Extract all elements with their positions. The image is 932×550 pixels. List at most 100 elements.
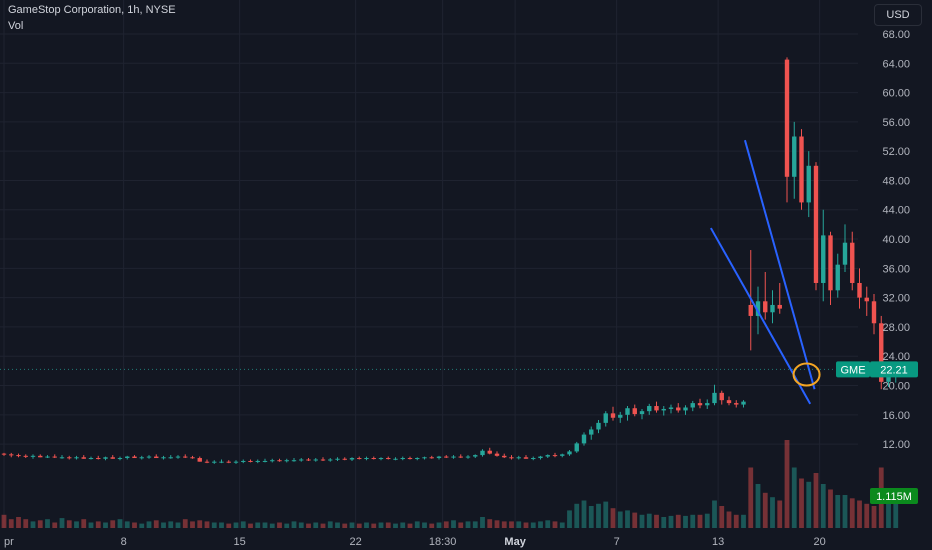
candle-body [770, 304, 775, 313]
volume-bar [458, 522, 464, 528]
candle-body [763, 301, 768, 313]
candle-body [596, 422, 601, 430]
volume-bar [320, 523, 326, 528]
volume-bar [610, 508, 616, 528]
volume-bar [574, 503, 580, 528]
candle-body [96, 458, 101, 460]
volume-bar [407, 523, 413, 528]
time-axis-label: 8 [121, 536, 127, 548]
volume-bar [748, 467, 754, 528]
trendline-lower[interactable] [710, 227, 812, 405]
candle-body [313, 459, 318, 461]
volume-bar [552, 521, 558, 528]
volume-bar [820, 484, 826, 528]
volume-bar [501, 521, 507, 528]
volume-bar [81, 519, 87, 528]
candle-body [67, 457, 72, 459]
volume-bar [770, 497, 775, 528]
candle-body [538, 456, 543, 459]
volume-bar [393, 523, 398, 528]
volume-bar [226, 523, 232, 528]
candle-body [74, 457, 79, 459]
candle-body [480, 450, 485, 456]
candle-body [487, 450, 492, 454]
time-axis-label: 13 [712, 536, 724, 548]
currency-button[interactable]: USD [874, 4, 922, 26]
candle-body [523, 457, 529, 459]
volume-bar [741, 514, 746, 528]
candle-body [9, 454, 14, 456]
candle-body [422, 457, 427, 459]
volume-bar [661, 517, 667, 528]
candle-body [103, 457, 108, 459]
volume-bar [175, 522, 181, 528]
volume-bar [523, 522, 529, 528]
volume-bar [414, 521, 420, 528]
price-axis-label: 56.00 [882, 117, 910, 129]
candle-body [458, 456, 463, 458]
candle-body [320, 459, 326, 461]
candle-body [741, 401, 746, 405]
candle-body [342, 458, 347, 460]
price-axis[interactable]: 12.00 16.00 20.00 24.00 28.00 32.00 36.00 40.00… [882, 29, 910, 451]
volume-bar [625, 510, 630, 528]
volume-bar [871, 506, 877, 528]
volume-bar [422, 522, 427, 528]
trendlines[interactable] [710, 139, 816, 405]
candle-body [429, 457, 434, 459]
candle-body [125, 456, 130, 459]
candle-body [632, 408, 637, 415]
volume-bar [443, 521, 449, 528]
volume-bar [487, 519, 493, 528]
price-axis-label: 68.00 [882, 29, 910, 41]
candle-body [683, 407, 688, 411]
volume-bar [886, 495, 891, 528]
price-axis-label: 28.00 [882, 322, 910, 334]
candle-body [661, 408, 666, 411]
candle-body [806, 165, 811, 203]
candle-body [255, 460, 260, 462]
volume-bar [646, 513, 652, 528]
volume-bar [733, 514, 739, 528]
volume-bar [306, 523, 311, 528]
volume-bar [1, 514, 7, 528]
volume-bar [777, 500, 783, 528]
candle-body [277, 460, 282, 462]
volume-bar [95, 521, 101, 528]
trendline-upper[interactable] [743, 139, 816, 390]
candle-body [792, 136, 797, 177]
volume-bar [385, 522, 391, 528]
candle-body [545, 455, 550, 457]
candle-body [531, 458, 536, 460]
candle-body [654, 406, 659, 411]
candle-body [821, 235, 826, 283]
volume-bar [465, 521, 471, 528]
volume-bar [74, 521, 79, 528]
volume-bar [356, 523, 362, 528]
candle-body [226, 461, 231, 463]
candle-body [371, 458, 376, 460]
volume-bar [472, 521, 478, 528]
volume-bar [828, 489, 833, 528]
volume-bar [719, 506, 725, 528]
candle-body [45, 456, 50, 458]
candle-body [168, 457, 173, 459]
volume-bar [240, 521, 246, 528]
candle-body [690, 403, 695, 408]
candle-body [154, 456, 159, 459]
volume-indicator-label[interactable]: Vol [8, 20, 24, 32]
volume-bar [197, 520, 203, 528]
candle-body [291, 460, 297, 462]
candle-body [335, 458, 340, 460]
time-axis[interactable]: pr 8 15 22 18:30 May 7 13 20 [4, 536, 826, 548]
candle-body [219, 461, 224, 463]
candle-body [755, 301, 761, 316]
volume-bar [480, 517, 485, 528]
candle-body [516, 457, 521, 459]
candle-body [175, 456, 181, 458]
candle-body [828, 235, 833, 291]
candle-body [726, 400, 732, 404]
candle-body [81, 457, 86, 459]
